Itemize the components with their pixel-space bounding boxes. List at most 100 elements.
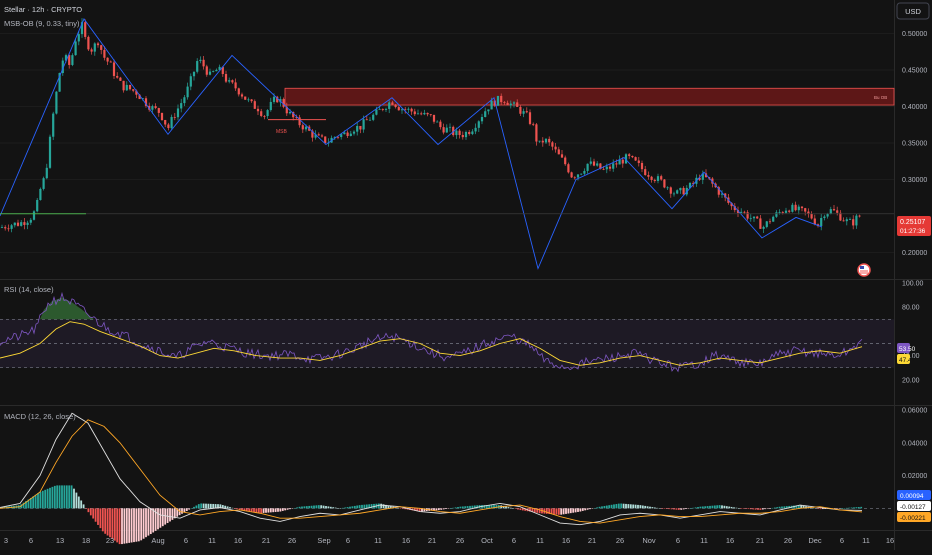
candle-body	[109, 61, 112, 63]
candle-body	[288, 111, 292, 114]
macd-histogram-bar	[778, 506, 781, 509]
candle-body	[144, 98, 148, 106]
macd-histogram-bar	[567, 508, 570, 514]
macd-histogram-bar	[99, 508, 102, 529]
candle-body	[538, 140, 541, 142]
macd-histogram-bar	[490, 505, 493, 509]
candle-body	[468, 131, 471, 135]
macd-histogram-bar	[649, 506, 651, 509]
macd-histogram-bar	[207, 503, 210, 509]
indicator-label[interactable]: MSB-OB (9, 0.33, tiny)	[4, 19, 80, 28]
macd-histogram-bar	[687, 508, 690, 509]
macd-histogram-bar	[845, 507, 848, 509]
time-tick-label: 21	[428, 536, 436, 545]
candle-body	[346, 132, 349, 136]
macd-histogram-bar	[284, 508, 287, 511]
macd-histogram-bar	[797, 505, 800, 509]
macd-label[interactable]: MACD (12, 26, close)	[4, 412, 76, 421]
macd-histogram-bar	[133, 508, 135, 543]
macd-histogram-bar	[399, 508, 402, 509]
currency-button[interactable]: USD	[896, 2, 930, 20]
us-flag-icon[interactable]	[857, 263, 871, 277]
candle-body	[608, 166, 612, 169]
candle-body	[848, 219, 852, 221]
macd-histogram-bar	[149, 508, 152, 535]
macd-histogram-bar	[445, 508, 447, 509]
candle-body	[832, 209, 836, 211]
candle-body	[765, 221, 768, 227]
macd-histogram-bar	[459, 506, 462, 509]
candle-body	[349, 133, 352, 136]
candle-body	[375, 109, 378, 115]
candle-body	[228, 80, 231, 82]
candle-body	[135, 90, 138, 95]
macd-histogram-bar	[380, 503, 383, 509]
candle-body	[800, 206, 804, 209]
svg-text:53.50: 53.50	[899, 346, 916, 353]
macd-histogram-bar	[442, 508, 445, 510]
candle-body	[183, 97, 186, 104]
macd-histogram-bar	[783, 506, 786, 509]
macd-histogram-bar	[190, 508, 193, 509]
rsi-label[interactable]: RSI (14, close)	[4, 285, 54, 294]
rsi-tick-label: 20.00	[902, 377, 920, 384]
macd-histogram-bar	[685, 508, 687, 509]
candle-body	[164, 120, 167, 125]
candle-body	[0, 227, 4, 228]
macd-histogram-bar	[322, 505, 325, 509]
macd-histogram-bar	[529, 508, 531, 512]
macd-histogram-bar	[281, 508, 284, 511]
macd-histogram-bar	[250, 508, 253, 512]
candle-body	[797, 206, 800, 211]
macd-histogram-bar	[315, 505, 318, 509]
candle-body	[52, 113, 55, 137]
macd-histogram-bar	[161, 508, 164, 527]
time-tick-label: 11	[862, 536, 870, 545]
zigzag-line	[0, 18, 823, 270]
candle-body	[42, 178, 45, 189]
candle-body	[509, 103, 512, 106]
candle-body	[775, 212, 778, 217]
macd-histogram-bar	[248, 508, 251, 512]
candle-body	[199, 59, 202, 62]
time-tick-label: 16	[726, 536, 734, 545]
macd-histogram-bar	[742, 508, 745, 509]
macd-histogram-bar	[221, 505, 224, 509]
price-candles[interactable]	[0, 18, 861, 234]
macd-histogram-bar	[589, 508, 591, 510]
macd-histogram-bar	[574, 508, 577, 513]
macd-histogram-bar	[449, 508, 452, 509]
candle-body	[474, 127, 477, 132]
time-tick-label: 16	[886, 536, 894, 545]
macd-histogram-bar	[101, 508, 104, 532]
candle-body	[253, 101, 256, 109]
macd-histogram-bar	[833, 508, 836, 509]
svg-text:0.00094: 0.00094	[900, 493, 924, 500]
macd-histogram-bar	[296, 507, 299, 509]
candle-body	[439, 121, 442, 128]
time-tick-label: 16	[562, 536, 570, 545]
candle-body	[602, 168, 605, 170]
macd-histogram-bar	[313, 505, 315, 509]
candle-body	[682, 187, 685, 195]
macd-histogram-bar	[260, 508, 263, 514]
candle-body	[247, 99, 250, 101]
candle-body	[772, 216, 775, 222]
candle-body	[423, 112, 426, 115]
candle-body	[45, 167, 48, 179]
candle-body	[90, 49, 93, 52]
candle-body	[378, 108, 381, 110]
macd-histogram-bar	[735, 507, 738, 509]
macd-histogram-bar	[658, 508, 661, 509]
macd-histogram-bar	[58, 485, 61, 509]
macd-histogram-bar	[51, 486, 54, 509]
candle-body	[496, 95, 500, 106]
macd-histogram-bar	[706, 506, 709, 509]
candle-body	[20, 222, 23, 226]
macd-histogram-bar	[485, 505, 488, 509]
candle-body	[615, 163, 618, 165]
macd-histogram-bar	[209, 503, 212, 509]
order-block-group	[284, 87, 895, 106]
candle-body	[749, 218, 752, 220]
